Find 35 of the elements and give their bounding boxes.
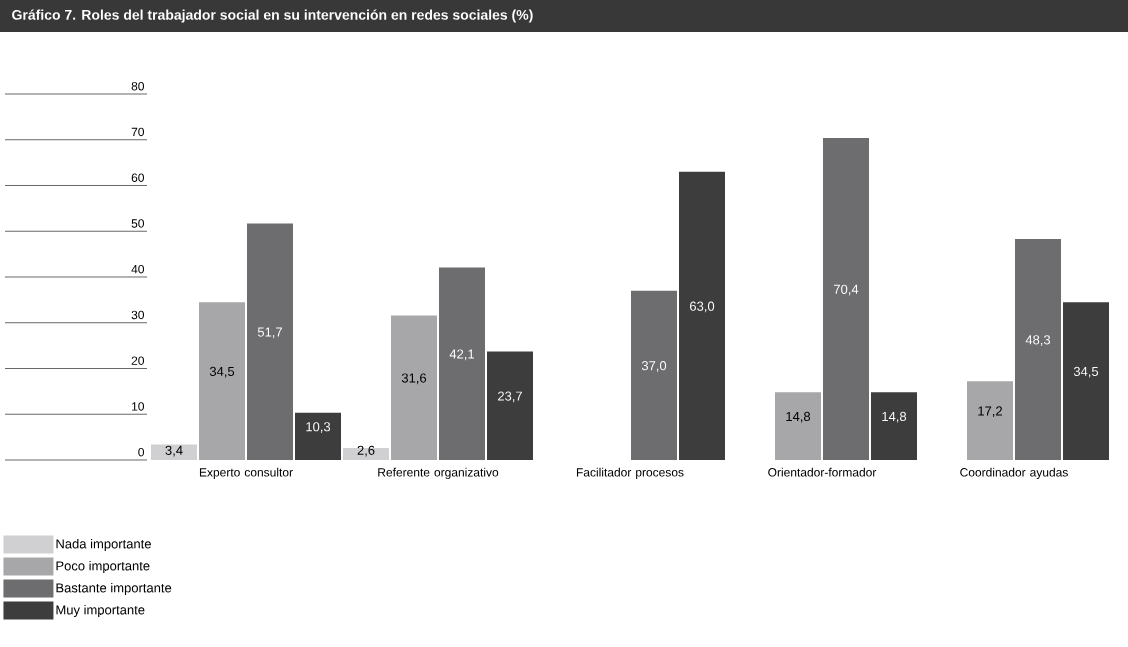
data-label: 34,5 [209,366,235,378]
data-label: 31,6 [401,373,427,385]
x-tick-label: Facilitador procesos [576,467,684,479]
legend-label: Muy importante [56,604,145,618]
chart-title: Gráfico 7. Roles del trabajador social en su intervención en redes sociales (%) [12,9,533,23]
y-tick-label: 70 [131,127,145,137]
data-label: 23,7 [498,391,522,403]
data-label: 17,2 [978,406,1002,418]
data-label: 70,4 [834,284,859,296]
y-tick-label: 80 [131,81,145,91]
y-tick-label: 30 [131,310,145,320]
x-tick-label: Experto consultor [199,467,293,479]
data-label: 10,3 [306,422,331,433]
y-tick-label: 20 [131,356,145,365]
x-tick-label: Referente organizativo [378,467,499,479]
y-tick-label: 60 [131,173,145,182]
legend-label: Poco importante [56,560,150,574]
data-label: 51,7 [257,327,282,339]
legend-label: Nada importante [56,538,151,552]
legend-label: Bastante importante [56,582,172,596]
y-tick-label: 40 [131,264,145,274]
data-label: 2,6 [357,445,375,457]
y-tick-label: 0 [138,447,145,457]
data-label: 42,1 [449,349,475,361]
data-label: 14,8 [786,411,811,423]
data-label: 3,4 [165,445,183,457]
data-label: 48,3 [1025,335,1051,346]
y-tick-label: 10 [132,402,145,411]
data-label: 37,0 [641,361,667,372]
x-tick-label: Orientador-formador [768,467,877,477]
data-label: 34,5 [1073,366,1099,378]
data-label: 14,8 [882,411,907,423]
data-label: 63,0 [690,301,715,313]
x-tick-label: Coordinador ayudas [960,467,1068,479]
y-tick-label: 50 [131,219,145,228]
